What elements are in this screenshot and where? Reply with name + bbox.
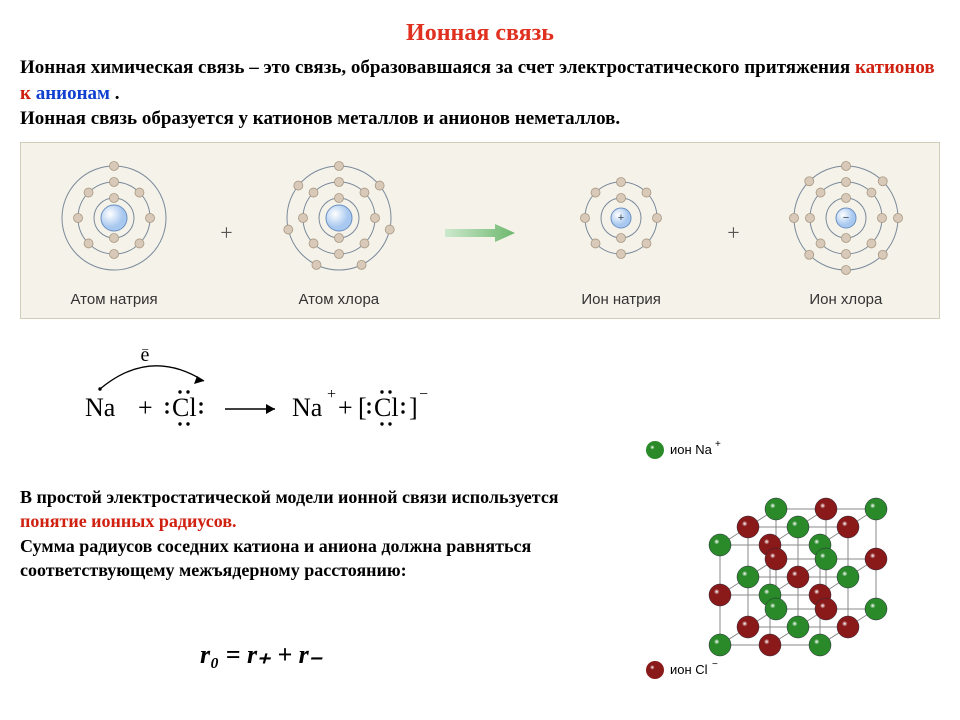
atoms-panel: Атом натрия + Атом хлора + Ион натрия + … <box>20 142 940 319</box>
definition-block: Ионная химическая связь – это связь, обр… <box>20 55 940 132</box>
svg-text:−: − <box>419 386 428 403</box>
svg-text:ē: ē <box>141 349 150 366</box>
svg-text:]: ] <box>409 393 418 422</box>
lewis-equation: ē Na + Cl Na + + [ Cl ] − <box>60 349 940 444</box>
svg-text:−: − <box>843 212 849 224</box>
atom-cl: Атом хлора <box>279 158 399 308</box>
def-part3: Ионная связь образуется у катионов метал… <box>20 108 620 129</box>
svg-text:+: + <box>327 386 336 403</box>
atom-na-svg <box>54 158 174 278</box>
ion-na-svg: + <box>561 158 681 278</box>
footer-hl: понятие ионных радиусов. <box>20 511 237 531</box>
formula-text: r₀ = r₊ + r₋ <box>200 640 323 669</box>
atom-na: Атом натрия <box>54 158 174 308</box>
plus-1: + <box>220 220 232 246</box>
svg-text:Cl: Cl <box>374 393 399 422</box>
footer-block: В простой электростатической модели ионн… <box>20 485 560 582</box>
svg-text:−: − <box>712 659 718 670</box>
svg-text:ион Cl: ион Cl <box>670 662 708 677</box>
svg-text:ион Na: ион Na <box>670 442 713 457</box>
plus-2: + <box>727 220 739 246</box>
svg-text:Cl: Cl <box>172 393 197 422</box>
def-part1: Ионная химическая связь – это связь, обр… <box>20 57 850 78</box>
title-text: Ионная связь <box>406 20 554 46</box>
ion-na-label: Ион натрия <box>561 291 681 308</box>
svg-text:+: + <box>138 393 153 422</box>
atom-cl-label: Атом хлора <box>279 291 399 308</box>
ion-cl-label: Ион хлора <box>786 291 906 308</box>
svg-text:+: + <box>618 212 624 224</box>
footer-p1: В простой электростатической модели ионн… <box>20 487 559 507</box>
lattice-block: ион Na+ ион Cl− <box>630 435 930 685</box>
radius-formula: r₀ = r₊ + r₋ <box>200 640 323 670</box>
svg-text:Na: Na <box>292 393 323 422</box>
page-title: Ионная связь <box>20 20 940 47</box>
def-part2: . <box>115 83 120 104</box>
svg-text:+: + <box>338 393 353 422</box>
ion-na: + Ион натрия <box>561 158 681 308</box>
svg-text:Na: Na <box>85 393 116 422</box>
arrow-icon <box>445 223 515 243</box>
footer-p2: Сумма радиусов соседних катиона и аниона… <box>20 536 531 580</box>
atom-cl-svg <box>279 158 399 278</box>
svg-text:[: [ <box>358 393 367 422</box>
ion-cl: − Ион хлора <box>786 158 906 308</box>
atom-na-label: Атом натрия <box>54 291 174 308</box>
ion-cl-svg: − <box>786 158 906 278</box>
def-anion: анионам <box>36 83 110 104</box>
svg-text:+: + <box>715 439 721 450</box>
lattice-svg: ион Na+ ион Cl− <box>630 435 930 685</box>
